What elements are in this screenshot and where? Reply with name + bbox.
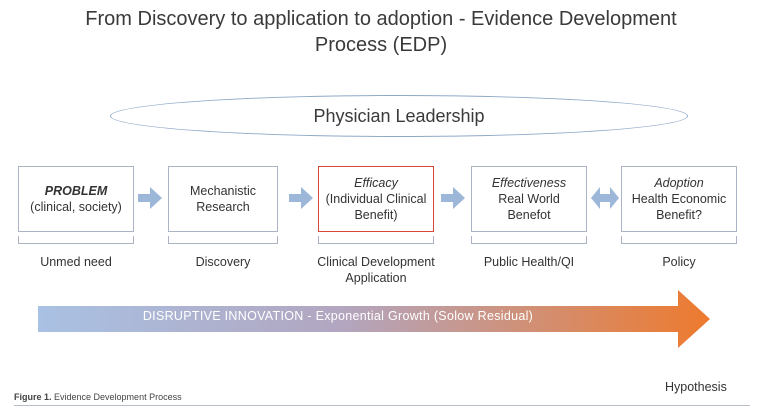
box-adoption: Adoption Health Economic Benefit? — [621, 166, 737, 232]
stage-label-policy: Policy — [611, 254, 747, 270]
box-problem-line2: (clinical, society) — [30, 200, 122, 214]
box-problem-line1: PROBLEM — [44, 184, 108, 198]
box-efficacy: Efficacy (Individual Clinical Benefit) — [318, 166, 434, 232]
box-adoption-line1: Adoption — [654, 176, 704, 190]
box-adoption-line2: Health Economic — [631, 192, 727, 206]
stage-line: Clinical Development — [317, 255, 435, 269]
caption-divider — [14, 405, 750, 406]
arrow-right-icon — [289, 187, 313, 209]
arrow-right-icon — [441, 187, 465, 209]
title-line-1: From Discovery to application to adoptio… — [85, 8, 677, 30]
bracket-mechanistic — [168, 236, 278, 244]
disruptive-innovation-arrow — [38, 290, 710, 348]
stage-label-unmet-need: Unmed need — [8, 254, 144, 270]
physician-leadership-ellipse: Physician Leadership — [110, 95, 688, 137]
hypothesis-label: Hypothesis — [665, 380, 727, 394]
title-line-2: Process (EDP) — [314, 34, 448, 56]
box-effectiveness-line1: Effectiveness — [491, 176, 567, 190]
diagram-title: From Discovery to application to adoptio… — [0, 6, 762, 58]
box-efficacy-line2: (Individual Clinical — [325, 192, 427, 206]
arrow-right-icon — [138, 187, 162, 209]
stage-label-discovery: Discovery — [158, 254, 288, 270]
box-effectiveness-line2: Real World — [498, 192, 560, 206]
box-problem: PROBLEM (clinical, society) — [18, 166, 134, 232]
box-efficacy-line1: Efficacy — [354, 176, 398, 190]
caption-label: Figure 1. — [14, 392, 52, 402]
box-efficacy-line3: Benefit) — [354, 208, 398, 222]
stage-line: Public Health/QI — [483, 255, 575, 269]
box-adoption-line3: Benefit? — [656, 208, 702, 222]
bracket-adoption — [621, 236, 737, 244]
figure-caption: Figure 1. Evidence Development Process — [14, 392, 182, 402]
bracket-effectiveness — [471, 236, 587, 244]
box-mechanistic-line1: Mechanistic — [190, 184, 256, 198]
caption-text: Evidence Development Process — [51, 392, 182, 402]
stage-label-clinical-development: Clinical Development Application — [303, 254, 449, 286]
stage-line: Application — [345, 271, 407, 285]
physician-leadership-label: Physician Leadership — [313, 105, 485, 126]
stage-line: Policy — [662, 255, 696, 269]
stage-line: Unmed need — [40, 255, 112, 269]
bracket-efficacy — [318, 236, 434, 244]
box-effectiveness: Effectiveness Real World Benefot — [471, 166, 587, 232]
stage-line: Discovery — [195, 255, 251, 269]
box-effectiveness-line3: Benefot — [507, 208, 551, 222]
bracket-problem — [18, 236, 134, 244]
box-mechanistic-line2: Research — [196, 200, 250, 214]
stage-label-public-health: Public Health/QI — [461, 254, 597, 270]
double-arrow-icon — [591, 187, 619, 209]
box-mechanistic-research: Mechanistic Research — [168, 166, 278, 232]
disruptive-innovation-label: DISRUPTIVE INNOVATION - Exponential Grow… — [142, 309, 534, 323]
